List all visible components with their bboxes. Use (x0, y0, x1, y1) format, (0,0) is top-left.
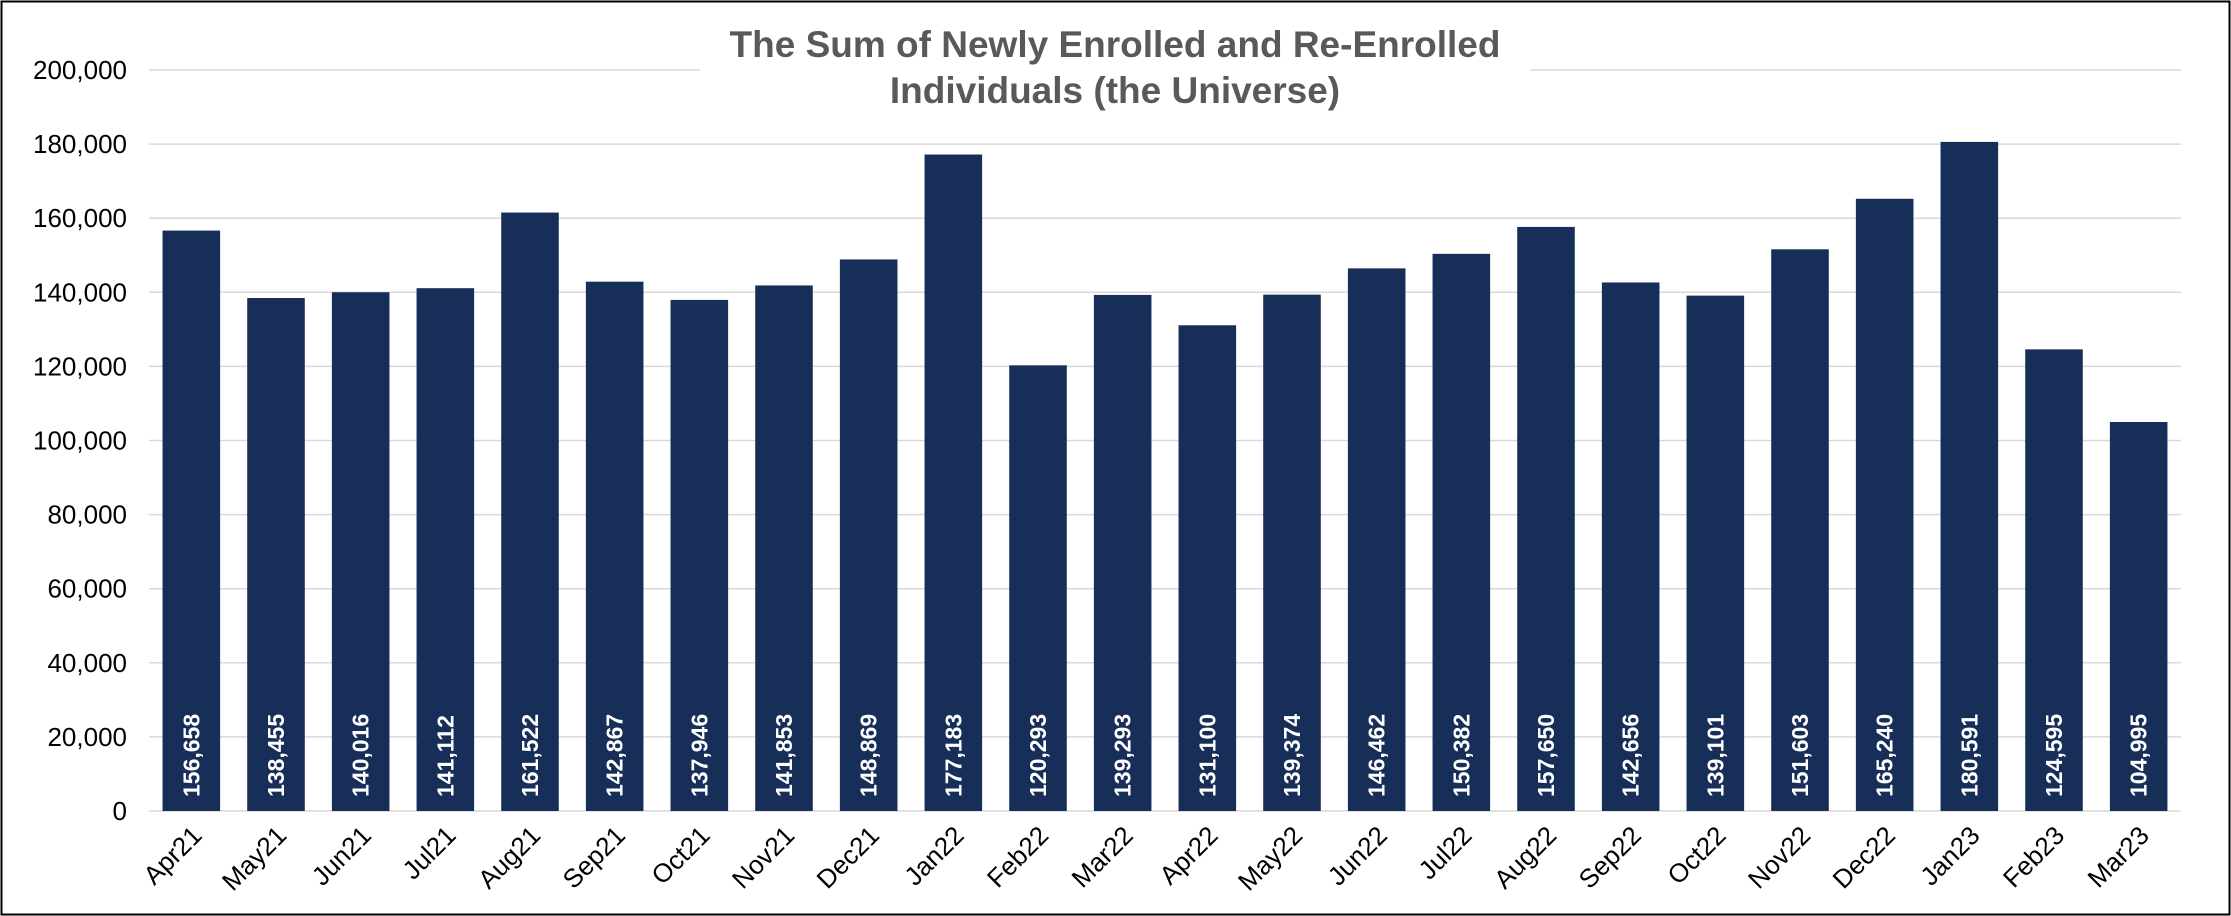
x-tick-label: Dec22 (1827, 820, 1901, 894)
bar (1855, 198, 1914, 812)
bar (1178, 325, 1237, 811)
bar (1601, 282, 1660, 811)
y-tick-label: 140,000 (33, 277, 127, 307)
bar (1093, 294, 1152, 811)
value-label: 177,183 (940, 714, 966, 797)
chart-title: The Sum of Newly Enrolled and Re-Enrolle… (700, 22, 1530, 114)
x-tick-label: Sep21 (557, 820, 631, 894)
value-label: 137,946 (686, 714, 712, 797)
bar (1686, 295, 1745, 811)
bar (839, 259, 898, 811)
x-tick-label: Jan23 (1914, 820, 1985, 891)
bar (1771, 249, 1829, 811)
bar (585, 281, 644, 812)
bar (2025, 349, 2083, 811)
value-label: 142,867 (602, 714, 628, 797)
y-tick-label: 60,000 (47, 574, 127, 604)
value-label: 156,658 (178, 714, 204, 797)
value-label: 141,853 (771, 714, 797, 797)
y-tick-label: 80,000 (47, 500, 127, 530)
value-label: 124,595 (2041, 714, 2067, 797)
value-label: 131,100 (1194, 714, 1220, 797)
value-label: 104,995 (2126, 714, 2152, 797)
value-label: 138,455 (263, 714, 289, 797)
value-label: 157,650 (1533, 714, 1559, 797)
bar (1517, 226, 1575, 812)
x-tick-label: Feb22 (981, 820, 1054, 893)
bar (1347, 268, 1406, 811)
x-tick-label: Nov21 (726, 820, 800, 894)
bar (755, 285, 813, 811)
y-tick-label: 200,000 (33, 55, 127, 85)
value-label: 161,522 (517, 714, 543, 797)
x-tick-label: Nov22 (1742, 820, 1816, 894)
x-tick-label: Mar22 (1066, 820, 1139, 893)
y-tick-label: 20,000 (47, 722, 127, 752)
value-label: 180,591 (1956, 714, 1982, 797)
x-tick-label: Oct21 (645, 820, 715, 890)
x-tick-label: Apr21 (137, 820, 207, 890)
value-label: 120,293 (1025, 714, 1051, 797)
x-tick-label: Jul22 (1412, 820, 1477, 885)
x-tick-label: Feb23 (1997, 820, 2070, 893)
bar (331, 292, 390, 811)
marks: 156,658 138,455 140,016 141,112 161,522 142,8… (162, 141, 2168, 812)
value-label: 140,016 (348, 714, 374, 797)
value-label: 139,101 (1702, 714, 1728, 797)
value-label: 139,293 (1110, 714, 1136, 797)
value-label: 148,869 (856, 714, 882, 797)
bar (1009, 365, 1067, 811)
bar (1940, 141, 1999, 811)
bar (1263, 294, 1321, 811)
x-tick-label: May22 (1232, 820, 1308, 896)
x-tick-label: Aug21 (472, 820, 546, 894)
x-tick-label: Sep22 (1573, 820, 1647, 894)
bar (501, 212, 559, 812)
value-label: 165,240 (1872, 714, 1898, 797)
x-tick-label: Jan22 (898, 820, 969, 891)
x-tick-label: Mar23 (2082, 820, 2155, 893)
y-tick-label: 40,000 (47, 648, 127, 678)
bar (1432, 253, 1491, 811)
y-tick-label: 120,000 (33, 351, 127, 381)
y-tick-label: 100,000 (33, 426, 127, 456)
x-tick-label: Jun22 (1322, 820, 1393, 891)
grid (149, 69, 2181, 812)
bar (416, 288, 475, 811)
x-tick-label: Jul21 (396, 820, 461, 885)
bar (2109, 421, 2168, 811)
bar (247, 298, 305, 811)
bar (924, 154, 983, 811)
x-tick-label: Apr22 (1153, 820, 1223, 890)
y-tick-label: 160,000 (33, 203, 127, 233)
x-tick-label: Dec21 (811, 820, 885, 894)
x-tick-label: Aug22 (1488, 820, 1562, 894)
bar (162, 230, 221, 812)
y-tick-label: 0 (113, 796, 127, 826)
x-tick-label: Jun21 (306, 820, 377, 891)
value-label: 142,656 (1618, 714, 1644, 797)
y-tick-label: 180,000 (33, 129, 127, 159)
value-label: 151,603 (1787, 714, 1813, 797)
x-tick-label: May21 (216, 820, 292, 896)
value-label: 139,374 (1279, 714, 1305, 797)
bar (670, 299, 729, 811)
value-label: 146,462 (1364, 714, 1390, 797)
x-tick-label: Oct22 (1661, 820, 1731, 890)
value-label: 141,112 (432, 715, 458, 797)
value-label: 150,382 (1448, 714, 1474, 797)
